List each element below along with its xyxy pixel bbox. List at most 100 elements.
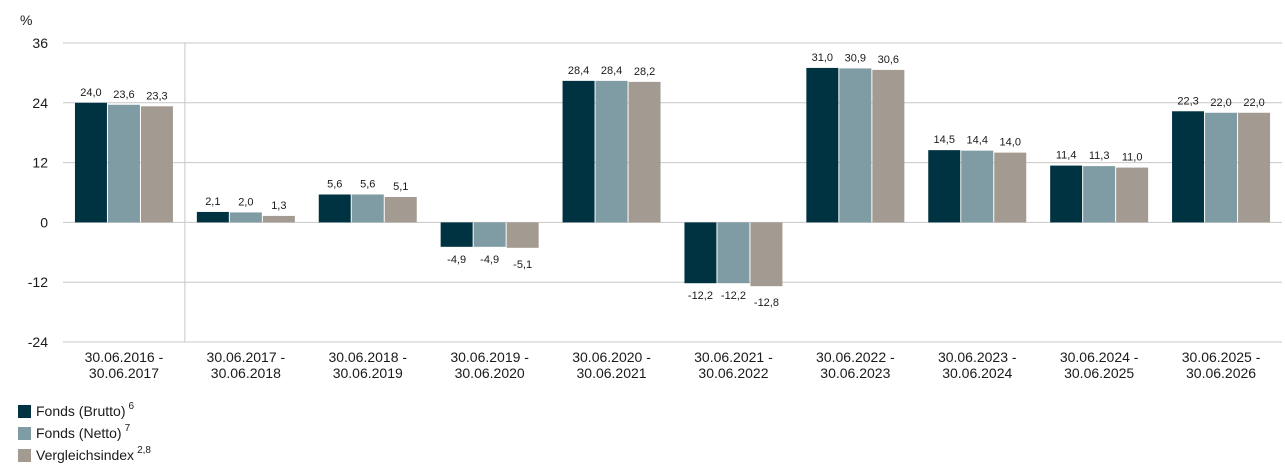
data-label: 11,0 — [1122, 152, 1143, 164]
data-label: 5,6 — [360, 178, 375, 190]
y-unit-label: % — [20, 12, 32, 28]
bar — [351, 194, 384, 223]
bar — [595, 80, 628, 223]
bar — [839, 68, 872, 223]
data-label: 28,2 — [634, 66, 655, 78]
data-label: 11,4 — [1056, 150, 1077, 162]
y-tick-label: 24 — [32, 95, 48, 111]
bar — [1238, 112, 1271, 223]
x-tick-label: 30.06.2024 — [942, 365, 1012, 381]
legend-footnote: 7 — [124, 422, 131, 434]
bar — [1205, 112, 1238, 223]
x-tick-label: 30.06.2023 — [820, 365, 890, 381]
bar — [806, 67, 839, 223]
bar — [684, 222, 717, 284]
legend-label: Fonds (Netto) — [36, 425, 122, 441]
legend-label: Vergleichsindex — [36, 447, 135, 463]
bar — [196, 211, 229, 223]
data-label: 14,0 — [1000, 137, 1021, 149]
legend-swatch — [18, 404, 31, 418]
legend-item-fonds-brutto: Fonds (Brutto) 6 — [18, 400, 151, 422]
x-tick-label: 30.06.2023 - — [938, 349, 1017, 365]
bar — [562, 80, 595, 223]
data-label: 31,0 — [812, 52, 833, 64]
bar — [872, 69, 905, 223]
x-tick-label: 30.06.2022 - — [816, 349, 895, 365]
y-tick-label: -24 — [28, 334, 48, 350]
legend-footnote: 6 — [128, 400, 135, 412]
data-label: -12,2 — [721, 290, 746, 302]
x-tick-label: 30.06.2025 - — [1182, 349, 1261, 365]
data-label: 30,6 — [878, 54, 899, 66]
bar — [717, 222, 750, 284]
bar — [107, 104, 140, 223]
bar — [961, 150, 994, 223]
data-label: 22,0 — [1210, 97, 1231, 109]
x-tick-label: 30.06.2025 — [1064, 365, 1134, 381]
legend: Fonds (Brutto) 6 Fonds (Netto) 7 Verglei… — [18, 400, 151, 466]
bar — [440, 222, 473, 247]
bar — [750, 222, 783, 287]
y-tick-label: 0 — [40, 214, 48, 230]
legend-footnote: 2,8 — [137, 444, 151, 456]
data-label: -4,9 — [447, 254, 466, 266]
bar — [74, 102, 107, 223]
bar — [1083, 166, 1116, 223]
x-tick-label: 30.06.2022 — [698, 365, 768, 381]
data-label: 2,0 — [238, 196, 253, 208]
x-tick-label: 30.06.2020 - — [572, 349, 651, 365]
data-label: 14,4 — [967, 135, 988, 147]
legend-item-fonds-netto: Fonds (Netto) 7 — [18, 422, 151, 444]
data-label: 1,3 — [271, 200, 286, 212]
legend-item-vergleichsindex: Vergleichsindex 2,8 — [18, 444, 151, 466]
legend-swatch — [18, 426, 31, 440]
bar — [229, 212, 262, 223]
x-tick-label: 30.06.2026 — [1186, 365, 1256, 381]
bar — [140, 106, 173, 223]
bar — [628, 81, 661, 223]
data-label: -4,9 — [480, 254, 499, 266]
data-label: -5,1 — [513, 259, 532, 271]
data-label: 30,9 — [845, 52, 866, 64]
data-label: 5,1 — [393, 181, 408, 193]
bar — [384, 196, 417, 223]
legend-label: Fonds (Brutto) — [36, 403, 126, 419]
data-label: 24,0 — [80, 87, 101, 99]
data-label: 22,0 — [1243, 97, 1264, 109]
bar — [506, 222, 539, 248]
data-label: 2,1 — [205, 196, 220, 208]
data-label: -12,2 — [688, 290, 713, 302]
bar — [994, 152, 1027, 223]
bar — [262, 215, 295, 223]
data-label: 11,3 — [1089, 150, 1110, 162]
x-tick-label: 30.06.2018 - — [328, 349, 407, 365]
data-label: 23,3 — [146, 90, 167, 102]
bar — [1050, 165, 1083, 223]
data-label: 5,6 — [327, 178, 342, 190]
bar — [928, 150, 961, 223]
x-tick-label: 30.06.2017 - — [207, 349, 286, 365]
bar — [1116, 167, 1149, 223]
bar — [1172, 111, 1205, 223]
data-label: 23,6 — [113, 89, 134, 101]
x-tick-label: 30.06.2018 — [211, 365, 281, 381]
x-tick-label: 30.06.2020 — [455, 365, 525, 381]
x-tick-label: 30.06.2019 — [333, 365, 403, 381]
data-label: 28,4 — [568, 65, 589, 77]
legend-swatch — [18, 448, 31, 462]
data-label: 28,4 — [601, 65, 622, 77]
data-label: 22,3 — [1177, 95, 1198, 107]
data-label: -12,8 — [754, 297, 779, 309]
bar — [318, 194, 351, 223]
bar — [473, 222, 506, 247]
x-tick-label: 30.06.2017 — [89, 365, 159, 381]
y-tick-label: 36 — [32, 35, 48, 51]
y-tick-label: 12 — [32, 155, 48, 171]
x-tick-label: 30.06.2019 - — [450, 349, 529, 365]
x-tick-label: 30.06.2024 - — [1060, 349, 1139, 365]
y-tick-label: -12 — [28, 274, 48, 290]
data-label: 14,5 — [934, 134, 955, 146]
x-tick-label: 30.06.2016 - — [85, 349, 164, 365]
x-tick-label: 30.06.2021 - — [694, 349, 773, 365]
